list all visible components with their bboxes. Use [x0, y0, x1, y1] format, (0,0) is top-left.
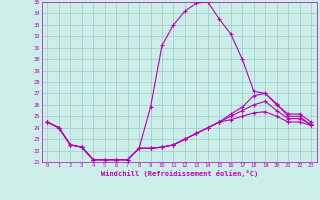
X-axis label: Windchill (Refroidissement éolien,°C): Windchill (Refroidissement éolien,°C)	[100, 170, 258, 177]
